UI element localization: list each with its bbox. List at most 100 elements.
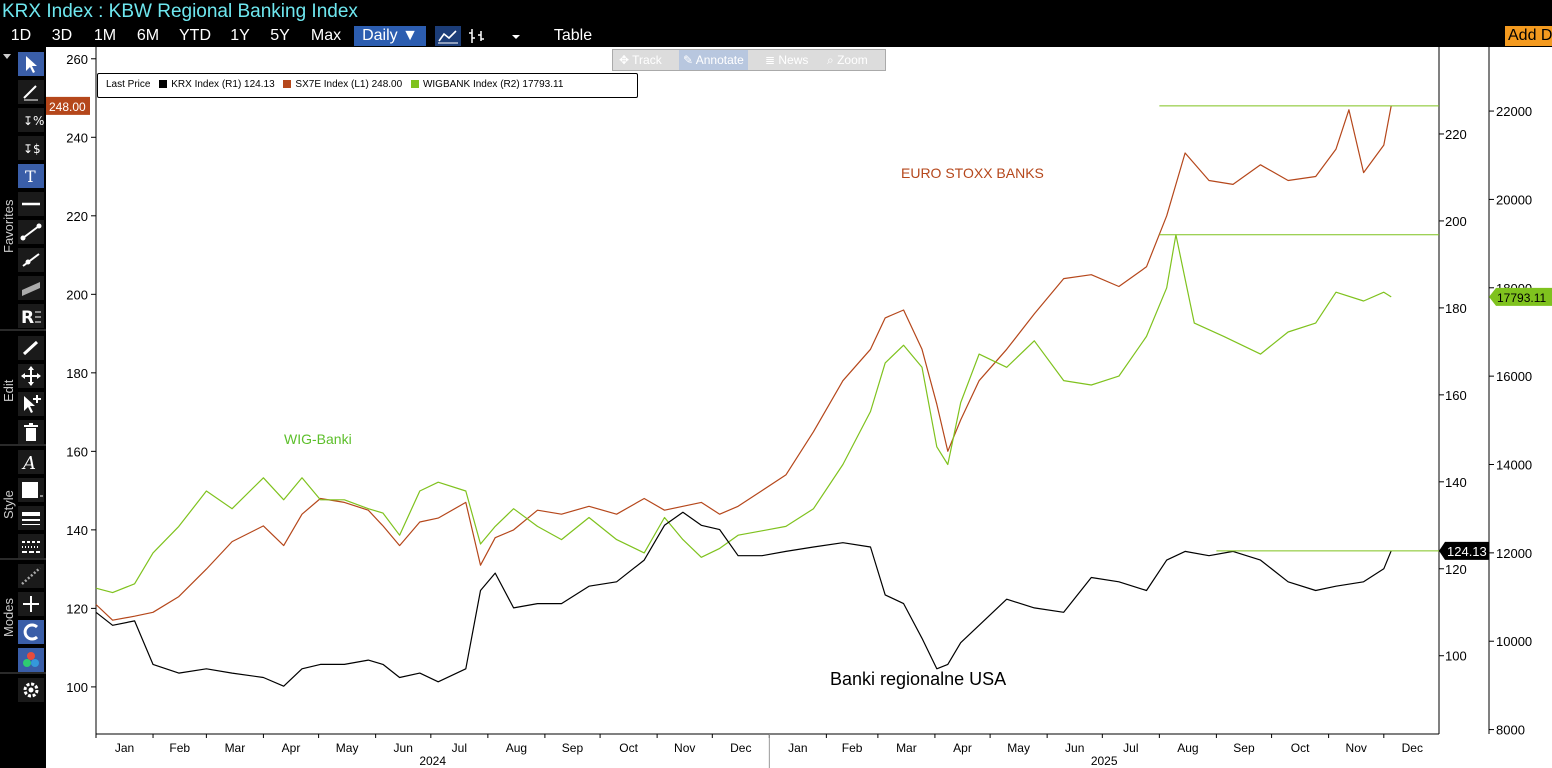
legend-swatch-wigbank (410, 80, 419, 88)
x-tick-label: Jul (452, 741, 467, 755)
price-change-tool-button[interactable]: ↧$ (18, 136, 44, 160)
ray-tool-button[interactable] (18, 248, 44, 272)
color-mode-button[interactable] (18, 648, 44, 672)
ray-icon (22, 253, 40, 267)
right1-tick-label: 140 (1445, 475, 1467, 490)
year-label: 2024 (419, 754, 446, 768)
news-button[interactable]: ≣ News (765, 53, 809, 67)
delete-tool-button[interactable] (18, 420, 44, 444)
font-icon: A (21, 453, 36, 474)
sidebar-dividers (0, 54, 46, 674)
window-title: KRX Index : KBW Regional Banking Index (2, 1, 358, 22)
period-ytd-button[interactable]: YTD (179, 27, 211, 44)
line-chart-icon (438, 30, 458, 44)
horizontal-line-tool-button[interactable] (18, 192, 44, 216)
right2-tick-label: 22000 (1496, 104, 1532, 119)
text-tool-button[interactable]: T (18, 164, 44, 188)
right1-tick-label: 100 (1445, 649, 1467, 664)
frequency-dropdown[interactable]: Daily ▼ (354, 26, 426, 46)
move-arrows-icon (21, 366, 41, 386)
period-5y-button[interactable]: 5Y (270, 27, 290, 44)
x-tick-label: May (1007, 741, 1030, 755)
font-style-button[interactable]: A (18, 450, 44, 474)
dotted-diagonal-icon (21, 567, 41, 585)
sidebar-section-style: Style (1, 490, 16, 519)
x-tick-label: Dec (730, 741, 751, 755)
x-tick-label: Aug (1177, 741, 1198, 755)
right1-tick-label: 160 (1445, 388, 1467, 403)
draw-pen-tool-button[interactable] (18, 336, 44, 360)
right2-tick-label: 16000 (1496, 369, 1532, 384)
regression-tool-button[interactable]: R (18, 304, 44, 328)
x-tick-label: Oct (1291, 741, 1310, 755)
line-style-button[interactable] (18, 534, 44, 558)
dotted-line-mode-button[interactable] (18, 564, 44, 588)
legend-swatch-sx7e (283, 80, 292, 88)
right1-tick-label: 200 (1445, 214, 1467, 229)
bar-chart-type-button[interactable] (464, 26, 490, 46)
period-1y-button[interactable]: 1Y (230, 27, 250, 44)
horizontal-line-icon (22, 202, 40, 206)
move-tool-button[interactable] (18, 364, 44, 388)
regression-icon: R (21, 308, 41, 328)
x-tick-label: Feb (169, 741, 190, 755)
trash-icon (24, 423, 38, 441)
settings-button[interactable] (18, 678, 44, 702)
left-tick-label: 180 (66, 366, 88, 381)
svg-text:T: T (25, 167, 36, 186)
x-tick-label: Feb (842, 741, 863, 755)
left-last-value: 248.00 (49, 100, 86, 114)
segment-tool-button[interactable] (18, 220, 44, 244)
annotate-button[interactable]: ✎ Annotate (679, 50, 748, 70)
annotation-euro-stoxx-banks: EURO STOXX BANKS (901, 165, 1044, 181)
select-tool-button[interactable] (18, 52, 44, 76)
channel-tool-button[interactable] (18, 276, 44, 300)
right2-tick-label: 20000 (1496, 192, 1532, 207)
x-tick-label: Sep (1233, 741, 1255, 755)
percent-change-icon: ↧% (23, 114, 44, 128)
left-tick-label: 100 (66, 680, 88, 695)
ohlc-bars-icon (469, 29, 484, 43)
left-tick-label: 120 (66, 601, 88, 616)
track-button[interactable]: ✥ Track (619, 53, 662, 67)
percent-tool-button[interactable]: ↧% (18, 108, 44, 132)
right1-tick-label: 220 (1445, 127, 1467, 142)
title-bar: KRX Index : KBW Regional Banking Index (0, 0, 1552, 25)
magnet-icon (23, 623, 39, 641)
line-chart-type-button[interactable] (435, 26, 461, 46)
line-width-button[interactable] (18, 506, 44, 530)
gear-icon (23, 682, 39, 698)
snap-mode-button[interactable] (18, 620, 44, 644)
period-3d-button[interactable]: 3D (51, 27, 73, 44)
period-1d-button[interactable]: 1D (10, 27, 32, 44)
x-tick-label: Dec (1402, 741, 1423, 755)
right2-tick-label: 12000 (1496, 546, 1532, 561)
chart-legend: Last Price KRX Index (R1) 124.13 SX7E In… (97, 73, 638, 98)
x-tick-label: Apr (953, 741, 972, 755)
trendline-tool-button[interactable] (18, 80, 44, 104)
add-data-button[interactable]: Add D (1505, 26, 1552, 46)
x-tick-label: Jan (788, 741, 807, 755)
svg-text:R: R (21, 308, 34, 328)
x-tick-label: Oct (619, 741, 638, 755)
chart-area[interactable]: 100 120 140 160 180 200 220 240 260 100 120 140 160 1… (46, 47, 1552, 768)
legend-swatch-krx (159, 80, 168, 88)
crosshair-mode-button[interactable] (18, 592, 44, 616)
segment-icon (20, 223, 42, 241)
left-axis-panel (46, 47, 96, 734)
sidebar-section-edit: Edit (1, 379, 16, 402)
table-button[interactable]: Table (553, 27, 593, 44)
fill-color-button[interactable] (18, 478, 44, 502)
left-last-value-tag (46, 96, 90, 115)
line-width-icon (22, 512, 40, 525)
bottom-axis-panel (46, 734, 1552, 768)
svg-text:↧%: ↧% (23, 114, 44, 128)
period-1m-button[interactable]: 1M (93, 27, 117, 44)
zoom-button[interactable]: ⌕ Zoom (827, 53, 868, 67)
add-point-tool-button[interactable] (18, 392, 44, 416)
x-tick-label: Mar (896, 741, 917, 755)
chart-type-dropdown[interactable] (503, 26, 529, 46)
period-6m-button[interactable]: 6M (136, 27, 160, 44)
period-max-button[interactable]: Max (310, 27, 342, 44)
left-tick-label: 160 (66, 444, 88, 459)
